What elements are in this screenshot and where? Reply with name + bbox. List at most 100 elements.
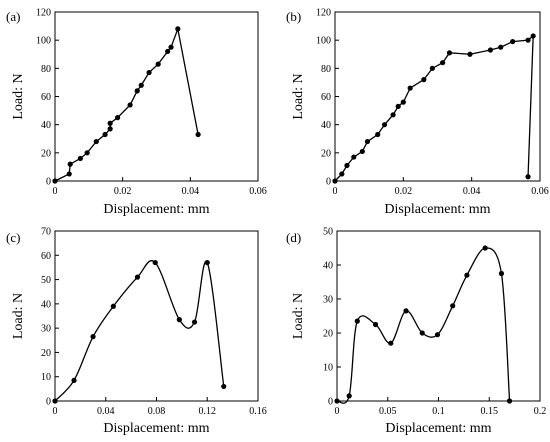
data-point	[388, 340, 394, 346]
data-point	[66, 171, 72, 177]
x-axis-label: Displacement: mm	[384, 202, 490, 217]
data-point	[175, 26, 181, 32]
data-point	[510, 38, 516, 45]
x-tick-label: 0.06	[531, 186, 549, 197]
y-tick-label: 50	[41, 275, 51, 286]
y-tick-label: 80	[41, 64, 51, 75]
data-point	[176, 317, 182, 323]
x-tick-label: 0.2	[534, 406, 547, 417]
chart-panel: 0 0.02 0.04 0.06 0 20 40 60 80 100 120 Displacement…	[6, 8, 267, 218]
data-point	[102, 131, 108, 138]
data-point	[487, 47, 494, 53]
data-point	[450, 303, 456, 309]
data-point	[146, 69, 152, 76]
x-tick-label: 0	[53, 406, 58, 417]
data-point	[204, 259, 210, 266]
data-point	[498, 44, 504, 50]
data-point	[332, 178, 338, 184]
plot-frame	[54, 230, 259, 402]
data-point	[498, 270, 505, 277]
x-axis-label: Displacement: mm	[385, 421, 491, 436]
y-tick-label: 40	[41, 120, 51, 131]
panel-label: (a)	[6, 9, 20, 24]
y-axis-label: Load: N	[11, 293, 26, 339]
plot-frame	[54, 11, 259, 182]
data-point	[110, 303, 116, 309]
chart-panel: 0 0.04 0.08 0.12 0.16 0 10 20 30 40 50 60 70 Displace…	[6, 227, 267, 437]
y-tick-label: 30	[323, 295, 333, 306]
y-tick-label: 50	[323, 227, 333, 238]
data-point	[446, 50, 453, 56]
y-tick-label: 120	[316, 8, 331, 19]
y-tick-label: 80	[321, 64, 331, 75]
data-point	[434, 332, 441, 338]
data-point	[429, 65, 435, 71]
data-point	[339, 171, 345, 177]
chart-panel: 0 0.05 0.1 0.15 0.2 0 10 20 30 40 50 Displacement: …	[286, 227, 546, 437]
data-point	[127, 102, 133, 108]
series-line	[336, 247, 511, 404]
data-point	[351, 154, 357, 160]
y-tick-label: 10	[323, 363, 333, 374]
data-point	[482, 245, 488, 251]
data-point	[407, 85, 413, 91]
data-point	[71, 377, 77, 383]
data-point	[375, 131, 381, 138]
data-point	[354, 318, 360, 324]
y-tick-label: 120	[36, 8, 51, 19]
y-tick-label: 100	[316, 36, 331, 47]
y-tick-label: 20	[41, 148, 51, 159]
x-tick-label: 0	[333, 186, 338, 197]
panel-label: (d)	[286, 230, 301, 245]
data-point	[165, 48, 171, 55]
y-tick-label: 20	[323, 329, 333, 340]
data-point	[191, 319, 198, 325]
data-point	[114, 115, 121, 121]
y-tick-label: 10	[41, 372, 51, 383]
panel-label: (c)	[6, 230, 20, 245]
x-tick-label: 0.05	[379, 406, 397, 417]
data-point	[134, 88, 140, 94]
y-axis-label: Load: N	[11, 73, 26, 119]
data-point	[364, 138, 371, 145]
data-point	[52, 398, 58, 404]
chart-panel: 0 0.02 0.04 0.06 0 20 40 60 80 100 120 Displacement…	[286, 8, 549, 218]
data-point	[152, 259, 158, 266]
data-point	[346, 393, 352, 399]
data-point	[52, 178, 58, 184]
data-point	[359, 148, 365, 155]
x-tick-label: 0	[53, 186, 58, 197]
x-axis-label: Displacement: mm	[103, 421, 209, 436]
data-point	[421, 77, 427, 83]
x-tick-label: 0.16	[249, 406, 267, 417]
y-tick-label: 30	[41, 324, 51, 335]
x-tick-label: 0.1	[432, 406, 445, 417]
x-tick-label: 0	[335, 406, 340, 417]
data-point	[467, 51, 473, 57]
x-axis-label: Displacement: mm	[103, 202, 209, 217]
y-tick-label: 20	[321, 148, 331, 159]
data-point	[67, 161, 73, 167]
y-tick-label: 60	[321, 92, 331, 103]
data-point	[90, 334, 96, 340]
x-tick-label: 0.04	[97, 406, 115, 417]
y-axis-label: Load: N	[291, 293, 306, 339]
data-point	[400, 99, 406, 105]
data-point	[390, 112, 396, 118]
data-point	[372, 321, 379, 328]
x-tick-label: 0.02	[395, 186, 413, 197]
data-point	[419, 330, 425, 336]
data-point	[525, 37, 531, 43]
y-tick-label: 40	[41, 299, 51, 310]
panel-label: (b)	[286, 9, 301, 24]
data-point	[155, 61, 161, 67]
y-axis-label: Load: N	[291, 73, 306, 119]
data-point	[395, 103, 401, 109]
data-point	[93, 138, 99, 145]
data-point	[381, 122, 388, 128]
y-tick-label: 0	[46, 177, 51, 188]
data-point	[107, 120, 113, 126]
y-tick-label: 20	[41, 348, 51, 359]
y-tick-label: 100	[36, 36, 51, 47]
